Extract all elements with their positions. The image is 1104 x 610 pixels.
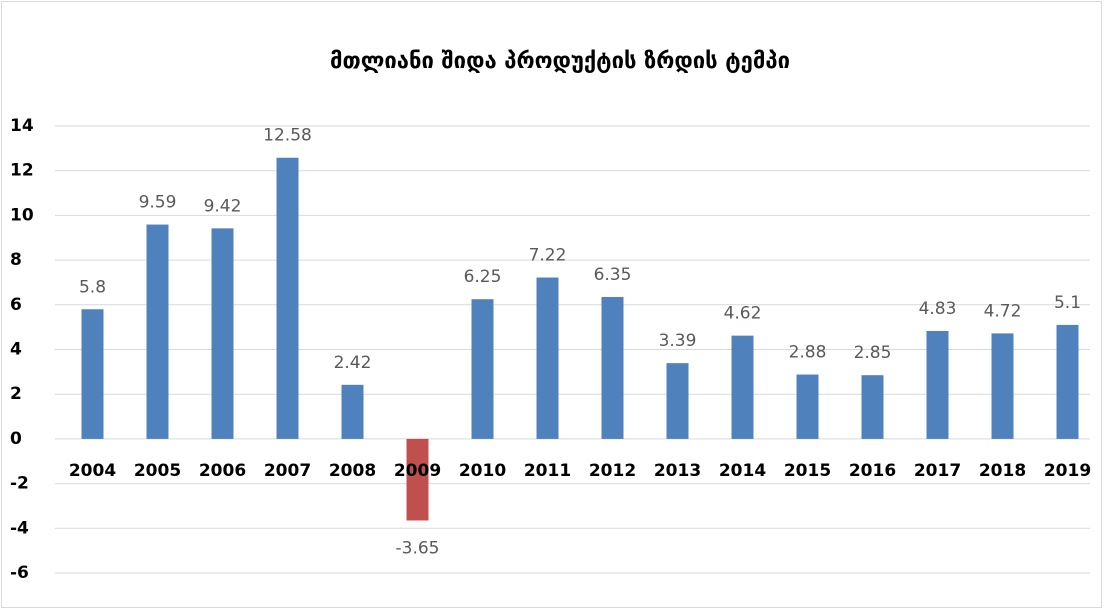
y-tick-label: 2 — [10, 384, 22, 404]
bar — [601, 296, 624, 439]
y-tick-label: -4 — [10, 518, 29, 538]
x-tick-label: 2018 — [979, 461, 1026, 481]
bar — [81, 309, 104, 439]
bar — [536, 277, 559, 439]
chart-title: მთლიანი შიდა პროდუქტის ზრდის ტემპი — [330, 49, 790, 74]
data-label: 7.22 — [529, 246, 567, 266]
x-tick-label: 2015 — [784, 461, 831, 481]
y-tick-label: 12 — [10, 161, 34, 181]
data-label: 3.39 — [659, 331, 697, 351]
bar — [211, 228, 234, 439]
y-tick-label: -6 — [10, 563, 29, 583]
bar — [1056, 324, 1079, 439]
x-tick-label: 2013 — [654, 461, 701, 481]
data-label: 5.8 — [79, 277, 106, 297]
bar — [341, 384, 364, 439]
data-label: 4.72 — [984, 301, 1022, 321]
data-label: -3.65 — [396, 538, 440, 558]
bar — [146, 224, 169, 439]
data-label: 6.35 — [594, 265, 632, 285]
y-tick-label: 8 — [10, 250, 22, 270]
y-tick-label: 4 — [10, 340, 22, 360]
data-label: 5.1 — [1054, 293, 1081, 313]
x-tick-label: 2014 — [719, 461, 766, 481]
bar — [926, 330, 949, 439]
x-tick-label: 2012 — [589, 461, 636, 481]
x-tick-label: 2008 — [329, 461, 376, 481]
y-tick-label: 0 — [10, 429, 22, 449]
y-tick-label: 10 — [10, 205, 34, 225]
y-tick-label: 6 — [10, 295, 22, 315]
x-tick-label: 2006 — [199, 461, 246, 481]
data-label: 12.58 — [263, 126, 312, 146]
bar — [666, 363, 689, 439]
bar — [796, 374, 819, 439]
x-tick-label: 2016 — [849, 461, 896, 481]
data-label: 9.42 — [204, 196, 242, 216]
x-tick-label: 2009 — [394, 461, 441, 481]
data-label: 4.83 — [919, 299, 957, 319]
y-tick-label: -2 — [10, 474, 29, 494]
bar — [861, 375, 884, 439]
x-tick-label: 2010 — [459, 461, 506, 481]
bar — [471, 299, 494, 439]
bar — [276, 157, 299, 439]
data-label: 4.62 — [724, 304, 762, 324]
data-label: 2.85 — [854, 343, 892, 363]
data-label: 2.88 — [789, 343, 827, 363]
x-tick-label: 2004 — [69, 461, 116, 481]
data-label: 2.42 — [334, 353, 372, 373]
x-tick-label: 2005 — [134, 461, 181, 481]
bar — [991, 333, 1014, 439]
x-tick-label: 2019 — [1044, 461, 1091, 481]
x-tick-label: 2011 — [524, 461, 571, 481]
bar — [731, 335, 754, 439]
data-label: 6.25 — [464, 267, 502, 287]
y-tick-label: 14 — [10, 116, 34, 136]
x-tick-label: 2007 — [264, 461, 311, 481]
x-tick-label: 2017 — [914, 461, 961, 481]
data-label: 9.59 — [139, 193, 177, 213]
bar — [406, 438, 429, 521]
